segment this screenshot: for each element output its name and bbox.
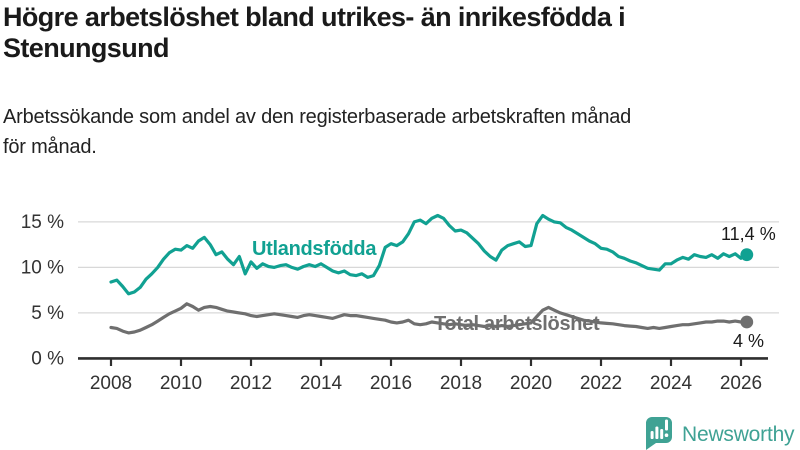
chart-subtitle-line2: för månad.: [3, 136, 97, 158]
chart-title-line1: Högre arbetslöshet bland utrikes- än inr…: [3, 2, 626, 32]
bar-chart-icon: [650, 419, 669, 439]
x-tick-label: 2010: [160, 373, 202, 394]
chart-title: Högre arbetslöshet bland utrikes- än inr…: [3, 2, 791, 64]
x-axis-labels: 2008 2010 2012 2014 2016 2018 2020 2022 …: [90, 373, 762, 394]
newsworthy-badge-icon: [646, 417, 672, 450]
series-end-dot-total: [740, 315, 754, 329]
gridlines: [78, 221, 779, 314]
y-axis-labels: 15 % 10 % 5 % 0 %: [21, 212, 64, 370]
end-value-label-utlandsfodda: 11,4 %: [721, 224, 776, 244]
y-tick-label: 15 %: [21, 212, 64, 233]
series-label-total: Total arbetslöshet: [434, 313, 600, 335]
x-tick-label: 2024: [650, 373, 693, 394]
series-label-utlandsfodda: Utlandsfödda: [252, 238, 377, 260]
y-tick-label: 10 %: [21, 258, 64, 279]
end-value-label-total: 4 %: [733, 331, 764, 351]
x-axis-ticks: [109, 358, 743, 366]
chart-title-line2: Stenungsund: [3, 33, 169, 63]
x-tick-label: 2014: [300, 373, 343, 394]
series-line-total: [109, 302, 749, 335]
x-tick-label: 2020: [510, 373, 552, 394]
chart-subtitle: Arbetssökande som andel av den registerb…: [3, 102, 793, 162]
x-tick-label: 2026: [720, 373, 762, 394]
chart-subtitle-line1: Arbetssökande som andel av den registerb…: [3, 106, 632, 128]
newsworthy-logo[interactable]: Newsworthy: [646, 417, 795, 450]
x-tick-label: 2008: [90, 373, 132, 394]
newsworthy-logo-text: Newsworthy: [682, 423, 795, 446]
series-line-utlandsfodda: [109, 213, 749, 296]
y-tick-label: 0 %: [31, 349, 64, 370]
series-end-dot-utlandsfodda: [740, 248, 754, 262]
x-tick-label: 2022: [580, 373, 622, 394]
x-tick-label: 2018: [440, 373, 482, 394]
x-tick-label: 2012: [230, 373, 272, 394]
y-tick-label: 5 %: [31, 303, 64, 324]
x-tick-label: 2016: [370, 373, 412, 394]
